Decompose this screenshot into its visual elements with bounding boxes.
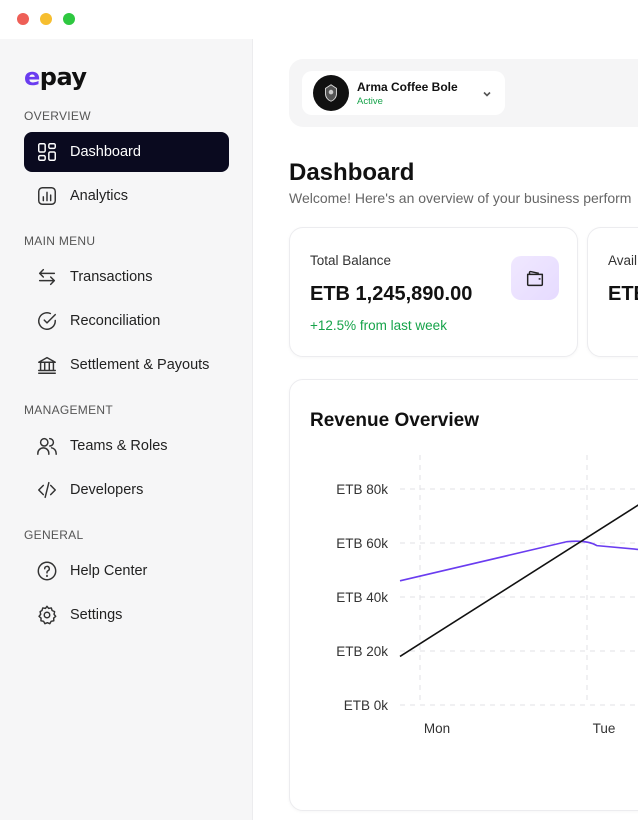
stat-change: +12.5% from last week	[310, 318, 447, 333]
gear-icon	[36, 604, 58, 626]
sidebar-item-dashboard[interactable]: Dashboard	[24, 132, 229, 172]
stat-label: Avail	[608, 253, 638, 268]
series-line	[399, 504, 638, 658]
page-subtitle: Welcome! Here's an overview of your busi…	[289, 190, 632, 206]
y-tick-label: ETB 80k	[336, 482, 388, 497]
minimize-window-button[interactable]	[40, 13, 52, 25]
sidebar-item-label: Developers	[70, 482, 144, 498]
wallet-icon	[511, 256, 559, 300]
sidebar: epay OVERVIEW Dashboard Analytics MAIN M…	[0, 39, 253, 820]
sidebar-item-settings[interactable]: Settings	[24, 595, 229, 635]
sidebar-item-label: Settlement & Payouts	[70, 357, 210, 373]
stat-value: ETB 1,245,890.00	[310, 283, 473, 305]
section-label-main-menu: MAIN MENU	[24, 234, 96, 248]
account-switcher[interactable]: Arma Coffee Bole Active	[302, 71, 505, 115]
code-icon	[36, 479, 58, 501]
account-name: Arma Coffee Bole	[357, 79, 458, 94]
grid-icon	[36, 141, 58, 163]
page-title: Dashboard	[289, 159, 415, 186]
main-content: Arma Coffee Bole Active Dashboard Welcom…	[254, 39, 638, 820]
y-tick-label: ETB 20k	[336, 644, 388, 659]
revenue-overview-card: Revenue Overview ETB 0k ETB 20k ETB 40k ETB…	[289, 379, 638, 811]
sidebar-item-settlement-payouts[interactable]: Settlement & Payouts	[24, 345, 229, 385]
stat-label: Total Balance	[310, 253, 392, 268]
sidebar-item-analytics[interactable]: Analytics	[24, 176, 229, 216]
sidebar-item-label: Help Center	[70, 563, 148, 579]
account-bar: Arma Coffee Bole Active	[289, 59, 638, 127]
bank-icon	[36, 354, 58, 376]
y-tick-label: ETB 40k	[336, 590, 388, 605]
sidebar-item-teams-roles[interactable]: Teams & Roles	[24, 426, 229, 466]
chevron-down-icon[interactable]	[481, 87, 493, 99]
sidebar-item-label: Analytics	[70, 188, 129, 204]
account-status: Active	[357, 95, 383, 107]
stat-value: ETE	[608, 283, 638, 305]
sidebar-item-transactions[interactable]: Transactions	[24, 257, 229, 297]
sidebar-item-reconciliation[interactable]: Reconciliation	[24, 301, 229, 341]
check-circle-icon	[36, 310, 58, 332]
sidebar-item-label: Settings	[70, 607, 123, 623]
maximize-window-button[interactable]	[63, 13, 75, 25]
sidebar-item-label: Reconciliation	[70, 313, 161, 329]
y-tick-label: ETB 60k	[336, 536, 388, 551]
section-label-overview: OVERVIEW	[24, 109, 91, 123]
sidebar-item-help-center[interactable]: Help Center	[24, 551, 229, 591]
title-bar	[0, 0, 638, 39]
close-window-button[interactable]	[17, 13, 29, 25]
section-label-general: GENERAL	[24, 528, 84, 542]
help-circle-icon	[36, 560, 58, 582]
analytics-icon	[36, 185, 58, 207]
sidebar-item-label: Transactions	[70, 269, 153, 285]
business-avatar	[313, 75, 349, 111]
sidebar-item-developers[interactable]: Developers	[24, 470, 229, 510]
x-tick-label: Mon	[424, 721, 450, 736]
section-label-management: MANAGEMENT	[24, 403, 114, 417]
revenue-chart: ETB 0k ETB 20k ETB 40k ETB 60k ETB 80k Mon Tue	[336, 455, 638, 736]
y-tick-label: ETB 0k	[344, 698, 389, 713]
chart-title: Revenue Overview	[310, 410, 479, 431]
total-balance-card: Total Balance ETB 1,245,890.00 +12.5% fr…	[289, 227, 578, 357]
sidebar-item-label: Teams & Roles	[70, 438, 168, 454]
logo-prefix: e	[24, 63, 40, 91]
sidebar-item-label: Dashboard	[70, 144, 141, 160]
logo-rest: pay	[39, 63, 87, 91]
users-icon	[36, 435, 58, 457]
x-tick-label: Tue	[593, 721, 616, 736]
available-balance-card: Avail ETE	[587, 227, 638, 357]
series-line	[399, 540, 638, 582]
epay-logo[interactable]: epay	[24, 63, 87, 91]
transfer-arrows-icon	[36, 266, 58, 288]
